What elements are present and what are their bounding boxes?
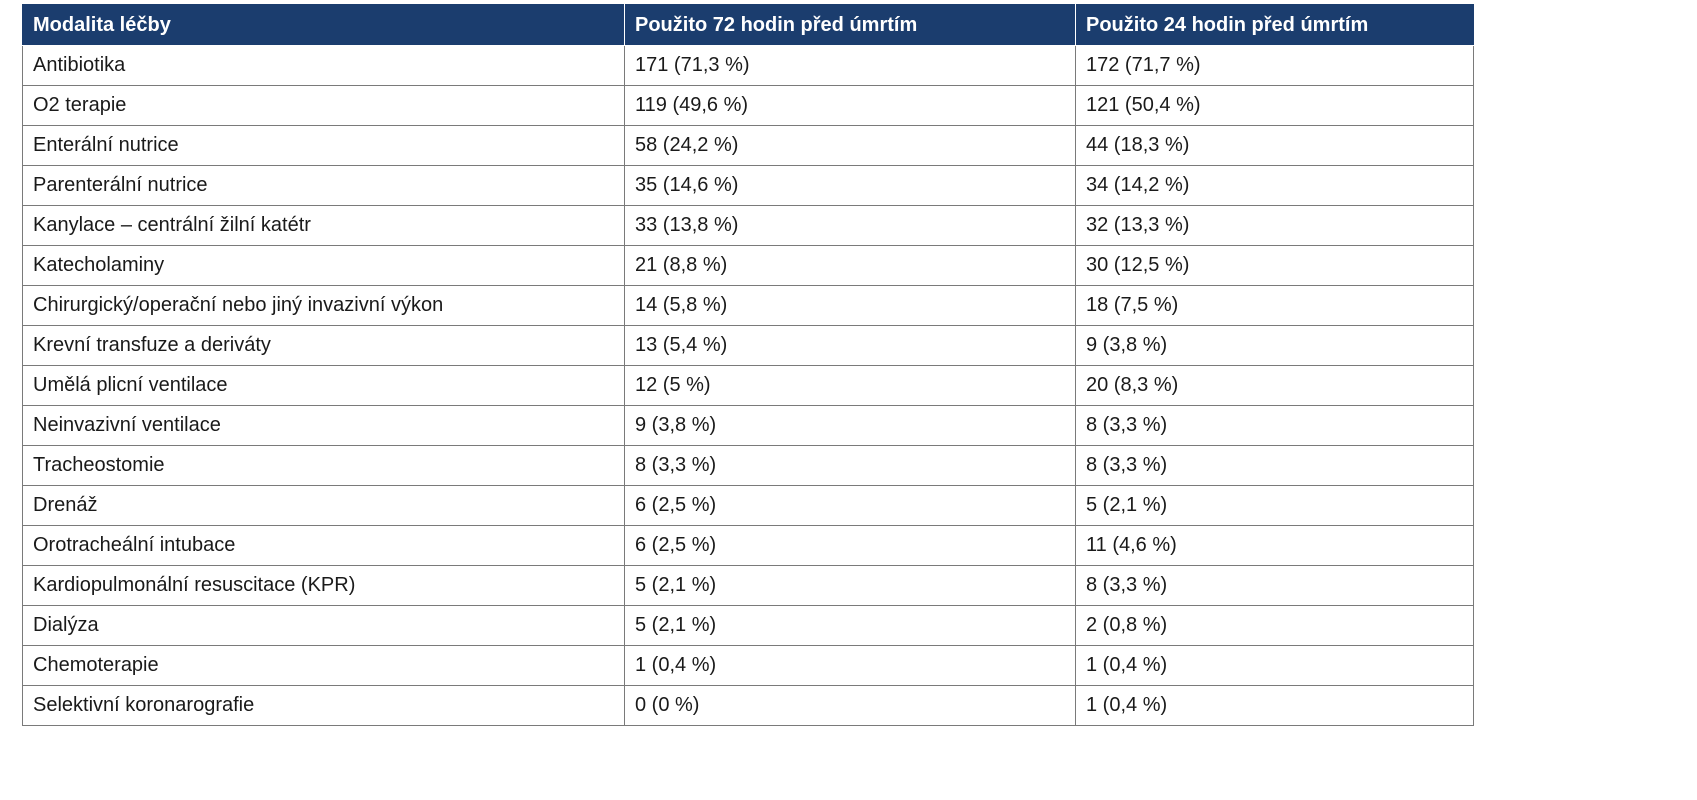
header-cell-24h: Použito 24 hodin před úmrtím	[1075, 4, 1474, 46]
header-cell-modality: Modalita léčby	[22, 4, 625, 46]
cell-72h: 13 (5,4 %)	[624, 325, 1076, 366]
table-row: Kanylace – centrální žilní katétr 33 (13,…	[22, 205, 1474, 246]
table-row: Katecholaminy 21 (8,8 %) 30 (12,5 %)	[22, 245, 1474, 286]
cell-modality: Drenáž	[22, 485, 625, 526]
cell-modality: Neinvazivní ventilace	[22, 405, 625, 446]
table-row: Enterální nutrice 58 (24,2 %) 44 (18,3 %)	[22, 125, 1474, 166]
cell-24h: 18 (7,5 %)	[1075, 285, 1474, 326]
table-row: Chemoterapie 1 (0,4 %) 1 (0,4 %)	[22, 645, 1474, 686]
cell-modality: Krevní transfuze a deriváty	[22, 325, 625, 366]
cell-24h: 8 (3,3 %)	[1075, 445, 1474, 486]
cell-24h: 32 (13,3 %)	[1075, 205, 1474, 246]
cell-72h: 5 (2,1 %)	[624, 605, 1076, 646]
table-row: Selektivní koronarografie 0 (0 %) 1 (0,4 %…	[22, 685, 1474, 726]
cell-72h: 5 (2,1 %)	[624, 565, 1076, 606]
cell-72h: 58 (24,2 %)	[624, 125, 1076, 166]
cell-modality: Antibiotika	[22, 45, 625, 86]
cell-72h: 6 (2,5 %)	[624, 485, 1076, 526]
table-row: Antibiotika 171 (71,3 %) 172 (71,7 %)	[22, 45, 1474, 86]
cell-modality: Kanylace – centrální žilní katétr	[22, 205, 625, 246]
cell-72h: 119 (49,6 %)	[624, 85, 1076, 126]
cell-24h: 172 (71,7 %)	[1075, 45, 1474, 86]
cell-24h: 34 (14,2 %)	[1075, 165, 1474, 206]
table-row: O2 terapie 119 (49,6 %) 121 (50,4 %)	[22, 85, 1474, 126]
cell-24h: 44 (18,3 %)	[1075, 125, 1474, 166]
cell-72h: 21 (8,8 %)	[624, 245, 1076, 286]
cell-72h: 8 (3,3 %)	[624, 445, 1076, 486]
cell-modality: Chirurgický/operační nebo jiný invazivní…	[22, 285, 625, 326]
cell-24h: 8 (3,3 %)	[1075, 565, 1474, 606]
cell-72h: 9 (3,8 %)	[624, 405, 1076, 446]
cell-24h: 30 (12,5 %)	[1075, 245, 1474, 286]
treatment-modalities-table: Modalita léčby Použito 72 hodin před úmr…	[22, 4, 1474, 726]
cell-24h: 9 (3,8 %)	[1075, 325, 1474, 366]
cell-24h: 121 (50,4 %)	[1075, 85, 1474, 126]
table-row: Tracheostomie 8 (3,3 %) 8 (3,3 %)	[22, 445, 1474, 486]
cell-24h: 11 (4,6 %)	[1075, 525, 1474, 566]
cell-modality: Orotracheální intubace	[22, 525, 625, 566]
cell-modality: Dialýza	[22, 605, 625, 646]
cell-modality: Parenterální nutrice	[22, 165, 625, 206]
cell-24h: 20 (8,3 %)	[1075, 365, 1474, 406]
table-row: Drenáž 6 (2,5 %) 5 (2,1 %)	[22, 485, 1474, 526]
cell-72h: 33 (13,8 %)	[624, 205, 1076, 246]
header-row: Modalita léčby Použito 72 hodin před úmr…	[22, 4, 1474, 46]
table-header: Modalita léčby Použito 72 hodin před úmr…	[22, 4, 1474, 46]
cell-modality: O2 terapie	[22, 85, 625, 126]
cell-72h: 12 (5 %)	[624, 365, 1076, 406]
cell-72h: 6 (2,5 %)	[624, 525, 1076, 566]
cell-24h: 1 (0,4 %)	[1075, 645, 1474, 686]
table-row: Kardiopulmonální resuscitace (KPR) 5 (2,1…	[22, 565, 1474, 606]
cell-modality: Kardiopulmonální resuscitace (KPR)	[22, 565, 625, 606]
cell-modality: Selektivní koronarografie	[22, 685, 625, 726]
cell-24h: 5 (2,1 %)	[1075, 485, 1474, 526]
cell-72h: 0 (0 %)	[624, 685, 1076, 726]
table-row: Orotracheální intubace 6 (2,5 %) 11 (4,6 %…	[22, 525, 1474, 566]
table-row: Neinvazivní ventilace 9 (3,8 %) 8 (3,3 %)	[22, 405, 1474, 446]
table-row: Umělá plicní ventilace 12 (5 %) 20 (8,3 %)	[22, 365, 1474, 406]
cell-modality: Tracheostomie	[22, 445, 625, 486]
cell-72h: 14 (5,8 %)	[624, 285, 1076, 326]
cell-modality: Chemoterapie	[22, 645, 625, 686]
table-row: Dialýza 5 (2,1 %) 2 (0,8 %)	[22, 605, 1474, 646]
cell-modality: Umělá plicní ventilace	[22, 365, 625, 406]
table-container: Modalita léčby Použito 72 hodin před úmr…	[22, 4, 1474, 726]
cell-modality: Enterální nutrice	[22, 125, 625, 166]
cell-72h: 171 (71,3 %)	[624, 45, 1076, 86]
table-row: Chirurgický/operační nebo jiný invazivní…	[22, 285, 1474, 326]
table-row: Parenterální nutrice 35 (14,6 %) 34 (14,2 …	[22, 165, 1474, 206]
table-row: Krevní transfuze a deriváty 13 (5,4 %) 9 (…	[22, 325, 1474, 366]
cell-24h: 8 (3,3 %)	[1075, 405, 1474, 446]
cell-24h: 1 (0,4 %)	[1075, 685, 1474, 726]
cell-24h: 2 (0,8 %)	[1075, 605, 1474, 646]
header-cell-72h: Použito 72 hodin před úmrtím	[624, 4, 1076, 46]
table-body: Antibiotika 171 (71,3 %) 172 (71,7 %) O2 te…	[22, 45, 1474, 726]
cell-72h: 35 (14,6 %)	[624, 165, 1076, 206]
cell-72h: 1 (0,4 %)	[624, 645, 1076, 686]
cell-modality: Katecholaminy	[22, 245, 625, 286]
